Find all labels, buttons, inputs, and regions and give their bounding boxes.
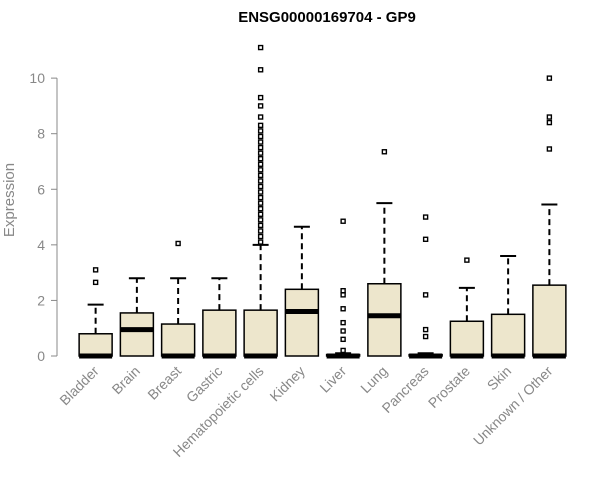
x-tick-label: Prostate bbox=[425, 363, 473, 411]
outlier-point bbox=[257, 200, 264, 206]
box-2 bbox=[119, 277, 155, 357]
outlier-point bbox=[546, 146, 553, 152]
box-rect bbox=[243, 309, 278, 357]
outlier-point bbox=[257, 172, 264, 179]
box-rect bbox=[78, 333, 113, 357]
box-rect bbox=[490, 313, 526, 357]
x-tick-label: Breast bbox=[144, 363, 184, 403]
x-tick-label: Lung bbox=[357, 363, 390, 396]
box-rect bbox=[160, 323, 196, 357]
box-6 bbox=[284, 225, 320, 357]
outlier-point bbox=[257, 139, 264, 145]
outlier-point bbox=[257, 222, 264, 229]
outlier-point bbox=[546, 119, 553, 126]
x-tick-label: Skin bbox=[484, 363, 515, 394]
box-rect bbox=[284, 288, 320, 357]
outlier-point bbox=[257, 161, 264, 167]
outlier-point bbox=[257, 167, 264, 173]
outlier-point bbox=[422, 292, 429, 298]
outlier-point bbox=[340, 218, 346, 224]
box-rect bbox=[532, 284, 567, 357]
outlier-point bbox=[340, 336, 346, 343]
box-10 bbox=[449, 257, 485, 359]
outlier-point bbox=[422, 333, 429, 340]
outlier-point bbox=[257, 103, 264, 109]
outlier-point bbox=[422, 326, 429, 333]
y-axis: 0 2 4 6 8 10 bbox=[29, 70, 58, 364]
outlier-point bbox=[257, 156, 264, 162]
outlier-point bbox=[340, 292, 346, 298]
y-tick-label: 0 bbox=[37, 348, 45, 364]
box-8 bbox=[367, 149, 402, 357]
outlier-point bbox=[340, 328, 346, 334]
outlier-point bbox=[422, 214, 429, 220]
box-rect bbox=[119, 312, 155, 357]
y-tick-label: 6 bbox=[37, 181, 45, 197]
y-tick-label: 10 bbox=[29, 70, 45, 86]
outlier-point bbox=[257, 194, 264, 201]
chart-title: ENSG00000169704 - GP9 bbox=[238, 9, 416, 26]
boxes-group bbox=[78, 44, 567, 359]
outlier-point bbox=[546, 114, 553, 120]
box-rect bbox=[449, 320, 485, 357]
outlier-point bbox=[381, 149, 388, 155]
outlier-point bbox=[175, 240, 181, 247]
box-rect bbox=[367, 283, 402, 357]
outlier-point bbox=[257, 44, 264, 51]
outlier-point bbox=[257, 228, 264, 234]
outlier-point bbox=[257, 239, 264, 245]
outlier-point bbox=[464, 257, 470, 263]
box-7 bbox=[325, 218, 361, 359]
outlier-point bbox=[340, 306, 346, 312]
box-12 bbox=[532, 75, 567, 359]
outlier-point bbox=[340, 287, 346, 294]
box-5 bbox=[243, 44, 278, 359]
outlier-point bbox=[340, 319, 346, 326]
box-4 bbox=[202, 277, 237, 359]
outlier-point bbox=[92, 267, 99, 273]
outlier-point bbox=[257, 133, 264, 140]
y-tick-label: 2 bbox=[37, 292, 45, 308]
outlier-point bbox=[257, 150, 264, 156]
outlier-point bbox=[257, 206, 264, 212]
x-tick-label: Liver bbox=[316, 363, 349, 396]
box-9 bbox=[408, 214, 443, 359]
outlier-point bbox=[257, 128, 264, 134]
outlier-point bbox=[422, 236, 429, 242]
y-axis-label: Expression bbox=[1, 163, 18, 237]
box-1 bbox=[78, 267, 113, 359]
x-tick-label: Brain bbox=[109, 363, 143, 397]
outlier-point bbox=[546, 75, 553, 81]
outlier-point bbox=[257, 94, 264, 101]
y-tick-label: 8 bbox=[37, 126, 45, 142]
outlier-point bbox=[257, 67, 264, 73]
outlier-point bbox=[257, 114, 264, 120]
y-tick-label: 4 bbox=[37, 237, 45, 253]
box-11 bbox=[490, 254, 526, 359]
outlier-point bbox=[257, 178, 264, 184]
outlier-point bbox=[257, 217, 264, 223]
x-tick-label: Bladder bbox=[56, 363, 102, 409]
box-rect bbox=[202, 309, 237, 357]
box-3 bbox=[160, 240, 196, 359]
outlier-point bbox=[257, 189, 264, 195]
outlier-point bbox=[257, 122, 264, 129]
x-tick-label: Kidney bbox=[266, 363, 308, 405]
outlier-point bbox=[257, 144, 264, 151]
outlier-point bbox=[257, 183, 264, 190]
outlier-point bbox=[257, 211, 264, 217]
outlier-point bbox=[340, 347, 346, 354]
outlier-point bbox=[92, 279, 99, 286]
outlier-point bbox=[257, 233, 264, 240]
